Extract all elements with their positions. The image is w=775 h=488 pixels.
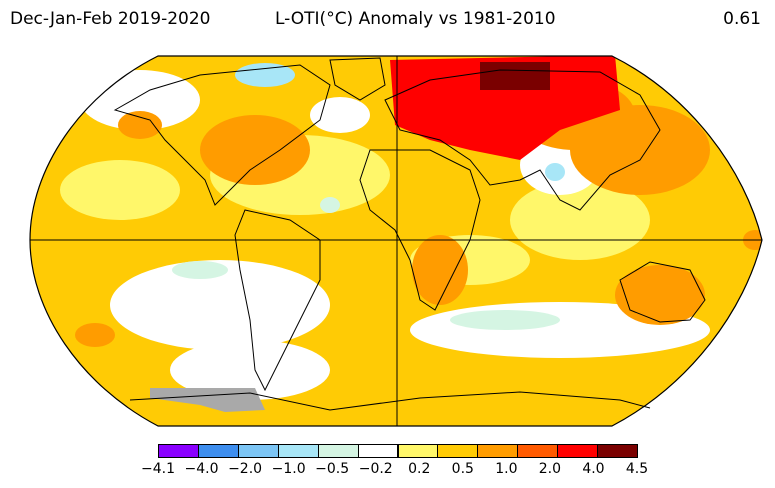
legend-tick-label: −4.0 (184, 461, 219, 477)
cool-anomaly-patch (172, 261, 228, 279)
coastlines (113, 57, 706, 411)
cool-anomaly-patch (320, 197, 340, 213)
legend-tick-label: 0.2 (408, 461, 431, 477)
map-border (29, 55, 763, 427)
legend-swatch (277, 444, 319, 458)
extreme-warm-region (480, 62, 550, 90)
legend-tick-label: −0.5 (315, 461, 350, 477)
anomaly-map (29, 55, 763, 427)
legend-tick-label: −0.2 (358, 461, 393, 477)
legend-tick-label: 2.0 (538, 461, 562, 477)
legend-tick-label: 1.0 (495, 461, 518, 477)
legend-tick-label: 0.5 (451, 461, 474, 477)
legend-swatch (557, 444, 599, 458)
near-zero-region (310, 97, 370, 133)
near-zero-region (170, 340, 330, 400)
global-mean-value: 0.61 (723, 9, 761, 29)
legend-swatch (357, 444, 399, 458)
cool-anomaly-patch (235, 63, 295, 87)
legend-swatch (477, 444, 519, 458)
warm-anomaly-patch (412, 235, 468, 305)
warm-anomaly-patch (118, 111, 162, 139)
legend-swatch (397, 444, 439, 458)
color-scale-bar (158, 444, 638, 458)
legend-swatch (317, 444, 359, 458)
strong-warm-region (390, 56, 620, 160)
legend-tick-label: −2.0 (228, 461, 263, 477)
map-title: L-OTI(°C) Anomaly vs 1981-2010 (275, 9, 556, 29)
legend-tick-label: 4.0 (582, 461, 605, 477)
legend-swatch (597, 444, 638, 458)
warm-anomaly-patch (200, 115, 310, 185)
legend-swatch (158, 444, 199, 458)
legend-swatch (237, 444, 279, 458)
period-label: Dec-Jan-Feb 2019-2020 (10, 9, 211, 29)
cool-anomaly-patch (545, 163, 565, 181)
warm-anomaly-patch (75, 323, 115, 347)
legend-swatch (517, 444, 559, 458)
warm-anomaly-patch (615, 265, 705, 325)
legend-swatch (197, 444, 239, 458)
near-zero-region (110, 260, 330, 350)
legend-tick-label: −1.0 (271, 461, 306, 477)
anomaly-patch (60, 160, 180, 220)
legend-tick-label: 4.5 (625, 461, 649, 477)
legend-tick-label: −4.1 (141, 461, 175, 477)
cool-anomaly-patch (450, 310, 560, 330)
legend-swatch (437, 444, 479, 458)
